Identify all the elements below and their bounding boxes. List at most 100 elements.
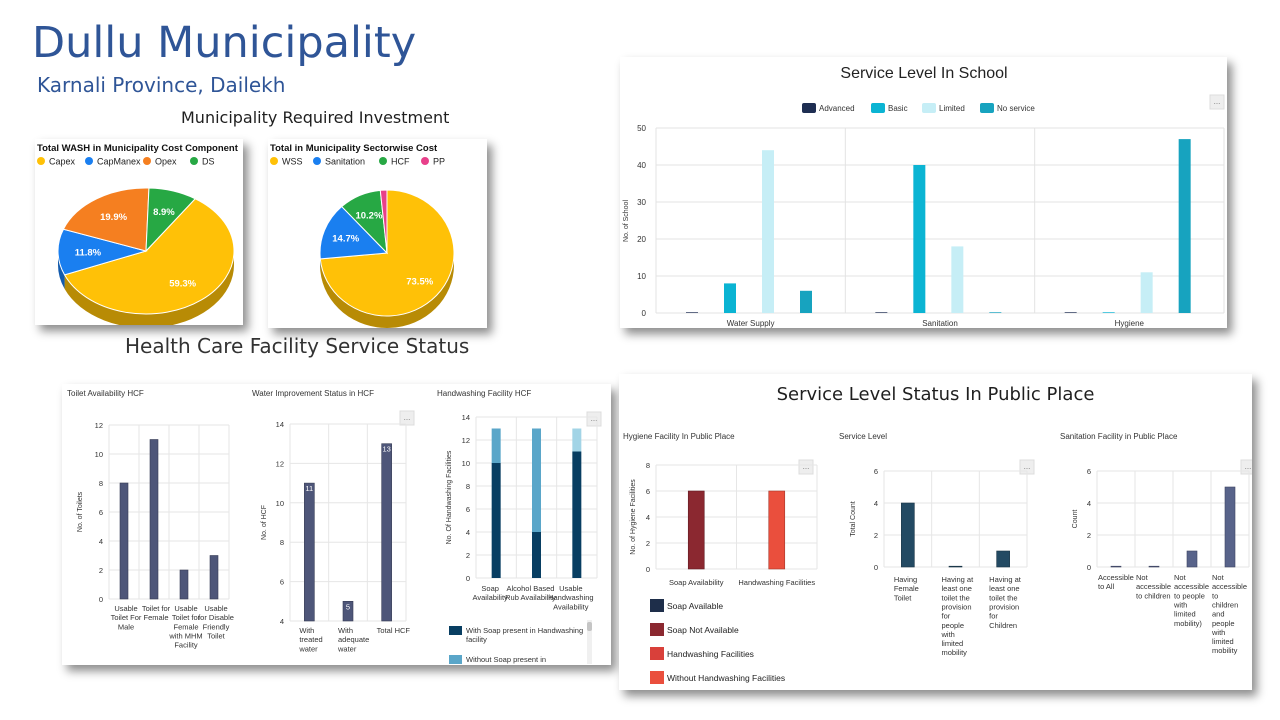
chart-title: Water Improvement Status in HCF	[252, 389, 374, 398]
y-tick-label: 4	[1087, 499, 1091, 508]
y-tick-label: 14	[462, 413, 470, 422]
y-tick-label: 8	[99, 479, 103, 488]
bar	[996, 550, 1010, 568]
y-tick-label: 4	[646, 513, 650, 522]
y-tick-label: 0	[466, 574, 470, 583]
more-options-button	[399, 410, 415, 426]
y-tick-label: 12	[276, 459, 284, 468]
legend-label: Without Handwashing Facilities	[667, 673, 785, 683]
bar-basic	[913, 165, 926, 313]
x-tick-label: Not accessible to people with limited mobilit…	[1173, 573, 1209, 628]
y-tick-label: 2	[466, 551, 470, 560]
y-tick-label: 10	[276, 499, 284, 508]
legend-swatch	[190, 157, 198, 165]
y-tick-label: 12	[462, 436, 470, 445]
bar	[768, 490, 786, 570]
y-axis-label: Count	[1072, 510, 1079, 529]
legend-swatch	[270, 157, 278, 165]
y-tick-label: 2	[99, 566, 103, 575]
y-tick-label: 4	[874, 499, 878, 508]
chart-title: Toilet Availability HCF	[67, 389, 144, 398]
legend-label: Without Soap present in	[466, 655, 546, 664]
x-tick-label: Soap Availability	[669, 578, 724, 587]
legend-swatch	[871, 103, 885, 113]
y-tick-label: 50	[637, 124, 646, 133]
hcf-heading: Health Care Facility Service Status	[125, 334, 470, 358]
bar-segment	[572, 451, 582, 578]
y-axis-label: No. of Hygiene Facilities	[630, 479, 637, 555]
pie-data-label: 59.3%	[169, 279, 196, 290]
y-tick-label: 6	[280, 578, 284, 587]
chart-title: Service Level In School	[840, 65, 1007, 82]
legend-swatch	[650, 647, 664, 660]
y-tick-label: 20	[637, 235, 646, 244]
y-axis-label: No. Of Handwashing Facilities	[446, 450, 453, 544]
legend-label: DS	[202, 157, 215, 167]
investment-heading: Municipality Required Investment	[181, 108, 450, 127]
y-axis-label: No. of HCF	[261, 505, 268, 540]
y-tick-label: 4	[466, 528, 470, 537]
bar-no-service	[1178, 139, 1191, 313]
bar-advanced	[875, 312, 888, 313]
y-tick-label: 2	[646, 539, 650, 548]
x-tick-label: Having at least one toilet the provision for…	[941, 575, 975, 657]
legend-label: PP	[433, 157, 445, 167]
pie-slice-side	[64, 251, 234, 325]
bar	[149, 439, 159, 600]
y-tick-label: 10	[637, 272, 646, 281]
bar	[687, 490, 705, 570]
sector-cost-pie-chart: Total in Municipality Sectorwise Cost WSS…	[270, 143, 455, 328]
bar-no-service	[989, 312, 1002, 313]
pie-slice-pp	[379, 189, 388, 254]
bar	[342, 601, 354, 622]
legend-scrollbar-thumb	[587, 622, 592, 631]
pie-slice-capmanex	[57, 228, 148, 276]
x-tick-label: With adequate water	[337, 626, 369, 653]
chart-title: Sanitation Facility in Public Place	[1060, 432, 1178, 441]
public-place-panel: Service Level Status In Public Place Hyg…	[619, 374, 1252, 690]
x-tick-label: Usable Toilet For Male	[111, 604, 142, 631]
more-options-icon: ...	[1245, 462, 1252, 471]
page-subtitle: Karnali Province, Dailekh	[37, 73, 286, 97]
y-tick-label: 6	[99, 508, 103, 517]
pie-slice-capex	[63, 198, 235, 315]
bar	[1110, 565, 1122, 568]
legend-swatch	[650, 623, 664, 636]
legend-label: Advanced	[819, 104, 855, 113]
pie-data-label: 19.9%	[100, 212, 127, 223]
bar-segment	[491, 463, 501, 578]
legend-swatch	[650, 599, 664, 612]
y-axis-label: No. of School	[623, 200, 630, 242]
pie-slice-sanitation	[319, 205, 389, 260]
bar-limited	[1140, 272, 1153, 313]
pie-slice-ds	[145, 187, 197, 253]
y-tick-label: 10	[462, 459, 470, 468]
legend-swatch	[802, 103, 816, 113]
bar-no-service	[800, 290, 812, 313]
y-tick-label: 6	[466, 505, 470, 514]
hcf-charts: Toilet Availability HCF 0 2 4 6 8 10 12 No. of T…	[67, 389, 602, 664]
bar-segment	[532, 532, 541, 578]
bar-data-label: 5	[346, 602, 350, 611]
pie-slice-side	[320, 253, 454, 328]
pie-slice-opex	[62, 187, 150, 252]
y-tick-label: 4	[280, 617, 284, 626]
chart-title: Total in Municipality Sectorwise Cost	[270, 143, 438, 154]
more-options-icon: ...	[404, 413, 411, 422]
x-tick-label: Alcohol Based Rub Availability	[505, 584, 556, 602]
bar-segment	[491, 428, 501, 463]
x-tick-label: Hygiene	[1115, 319, 1145, 328]
y-tick-label: 0	[646, 565, 650, 574]
bar-basic	[724, 283, 736, 313]
legend-swatch	[449, 655, 462, 664]
more-options-button	[1240, 459, 1252, 475]
legend-label: Basic	[888, 104, 908, 113]
x-tick-label: Not accessible to children and people with limi…	[1211, 573, 1247, 655]
x-tick-label: Usable Handwashing Availability	[548, 584, 593, 611]
y-tick-label: 0	[874, 563, 878, 572]
legend-label: Soap Available	[667, 601, 723, 611]
y-tick-label: 0	[1087, 563, 1091, 572]
sector-cost-panel: Total in Municipality Sectorwise Cost WSS…	[268, 139, 487, 328]
y-tick-label: 4	[99, 537, 103, 546]
